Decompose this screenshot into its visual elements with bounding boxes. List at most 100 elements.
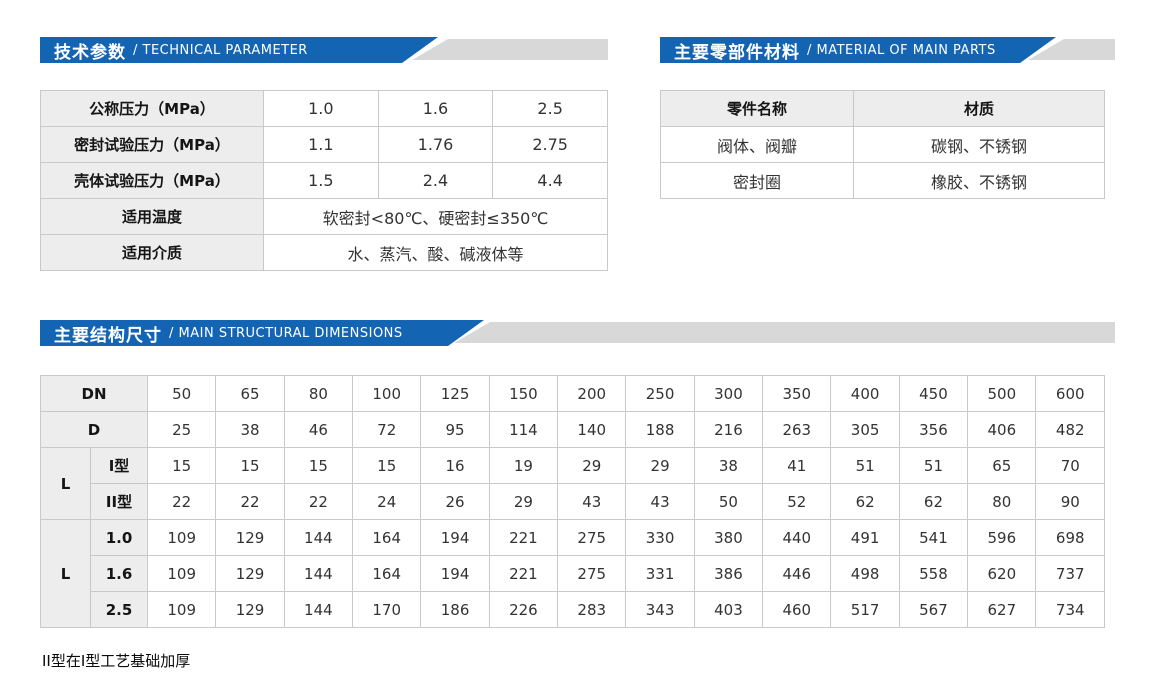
row-value: 19 (488, 447, 559, 484)
section-title-en: / MAIN STRUCTURAL DIMENSIONS (169, 325, 403, 341)
row-value: 2.75 (492, 126, 608, 163)
table-row: 零件名称 材质 (660, 90, 1105, 127)
row-value: 100 (352, 375, 422, 412)
technical-parameter-table: 公称压力（MPa） 1.0 1.6 2.5 密封试验压力（MPa） 1.1 1.76 2.75… (40, 90, 608, 271)
banner-gray-bar (412, 39, 608, 60)
row-label: 1.6 (89, 555, 149, 592)
table-row: 1.6 109 129 144 164 194 221 275 331 386 446 498 558 6… (41, 555, 1105, 592)
row-value: 2.4 (377, 162, 494, 199)
row-value: 41 (762, 447, 832, 484)
section-banner-technical: 技术参数 / TECHNICAL PARAMETER (40, 37, 608, 63)
row-value: 350 (762, 375, 832, 412)
row-value: 15 (215, 447, 285, 484)
banner-blue-bar: 主要零部件材料 / MATERIAL OF MAIN PARTS (660, 37, 1056, 63)
row-value: 26 (420, 483, 490, 520)
row-value: 90 (1035, 483, 1105, 520)
row-value: 1.5 (263, 162, 379, 199)
table-row: D 25 38 46 72 95 114 140 188 216 263 305 356 406 482 (39, 411, 1105, 448)
row-label: 适用介质 (40, 234, 264, 271)
row-value: 343 (625, 591, 695, 628)
row-value: 125 (420, 375, 490, 412)
row-value: 114 (488, 411, 559, 448)
row-value: 620 (967, 555, 1037, 592)
row-value: 129 (215, 555, 285, 592)
row-value: 22 (215, 483, 285, 520)
row-value: 300 (693, 375, 764, 412)
row-value: 406 (967, 411, 1037, 448)
materials-table-body: 零件名称 材质 阀体、阀瓣 碳钢、不锈钢 密封圈 橡胶、不锈钢 (660, 90, 1105, 199)
row-value: 194 (420, 555, 490, 592)
table-row: 密封圈 橡胶、不锈钢 (660, 162, 1105, 199)
row-value: 22 (147, 483, 217, 520)
row-value: 498 (830, 555, 900, 592)
row-value: 500 (967, 375, 1037, 412)
dimensions-table-body: DN 50 65 80 100 125 150 200 250 300 350 400 450 500 60… (39, 375, 1105, 628)
row-value: 263 (762, 411, 832, 448)
section-title-zh: 技术参数 (54, 42, 126, 63)
row-label: 2.5 (89, 591, 149, 628)
row-label: 适用温度 (40, 198, 264, 235)
banner-blue-bar: 技术参数 / TECHNICAL PARAMETER (40, 37, 438, 63)
row-label: 密封试验压力（MPa） (40, 126, 264, 163)
row-value: 170 (352, 591, 422, 628)
row-value: 43 (557, 483, 627, 520)
row-value: 51 (830, 447, 900, 484)
row-value: 80 (283, 375, 354, 412)
row-value: 43 (625, 483, 695, 520)
section-title-zh: 主要零部件材料 (674, 42, 800, 63)
row-value: 4.4 (492, 162, 608, 199)
table-row: 适用介质 水、蒸汽、酸、碱液体等 (40, 234, 608, 271)
row-value: 305 (830, 411, 900, 448)
row-label: DN (39, 375, 149, 412)
row-value: 144 (283, 555, 354, 592)
row-value: 52 (762, 483, 832, 520)
row-value: 698 (1035, 519, 1105, 556)
row-value: 446 (762, 555, 832, 592)
row-value: 15 (147, 447, 217, 484)
table-row: 阀体、阀瓣 碳钢、不锈钢 (660, 126, 1105, 163)
table-row: 壳体试验压力（MPa） 1.5 2.4 4.4 (40, 162, 608, 199)
materials-table: 零件名称 材质 阀体、阀瓣 碳钢、不锈钢 密封圈 橡胶、不锈钢 (660, 90, 1105, 199)
row-value: 50 (147, 375, 217, 412)
table-row: II型 22 22 22 24 26 29 43 43 50 52 62 62 80 90 (41, 483, 1105, 520)
row-value: 碳钢、不锈钢 (853, 126, 1105, 163)
group-label: L (40, 447, 91, 520)
row-value: 200 (557, 375, 627, 412)
row-value: 1.6 (377, 90, 494, 127)
row-value: 129 (215, 519, 285, 556)
row-value: 734 (1035, 591, 1105, 628)
row-value: 283 (557, 591, 627, 628)
row-value: 330 (625, 519, 695, 556)
section-banner-dimensions: 主要结构尺寸 / MAIN STRUCTURAL DIMENSIONS (40, 320, 1115, 346)
row-value: 400 (830, 375, 900, 412)
banner-gray-bar (454, 322, 1115, 343)
row-value: 164 (352, 555, 422, 592)
row-value: 567 (898, 591, 969, 628)
row-value: 25 (147, 411, 217, 448)
row-value: 29 (625, 447, 695, 484)
row-value: 129 (215, 591, 285, 628)
column-header: 零件名称 (660, 90, 854, 127)
row-value: 541 (898, 519, 969, 556)
table-row: DN 50 65 80 100 125 150 200 250 300 350 400 450 500 60… (39, 375, 1105, 412)
banner-blue-bar: 主要结构尺寸 / MAIN STRUCTURAL DIMENSIONS (40, 320, 484, 346)
row-value: 65 (215, 375, 285, 412)
row-label: 1.0 (89, 519, 149, 556)
row-value: 216 (693, 411, 764, 448)
row-value: 16 (420, 447, 490, 484)
row-value: 密封圈 (660, 162, 854, 199)
row-value: 558 (898, 555, 969, 592)
row-value: 51 (898, 447, 969, 484)
row-value: 403 (693, 591, 764, 628)
row-label: 壳体试验压力（MPa） (40, 162, 264, 199)
row-value: 1.0 (263, 90, 379, 127)
row-value: 386 (693, 555, 764, 592)
row-value: 600 (1035, 375, 1105, 412)
row-value: 737 (1035, 555, 1105, 592)
column-header: 材质 (853, 90, 1105, 127)
row-value: 164 (352, 519, 422, 556)
row-value: 194 (420, 519, 490, 556)
row-value: 440 (762, 519, 832, 556)
row-value: 软密封<80℃、硬密封≤350℃ (263, 198, 608, 235)
row-label: I型 (89, 447, 149, 484)
